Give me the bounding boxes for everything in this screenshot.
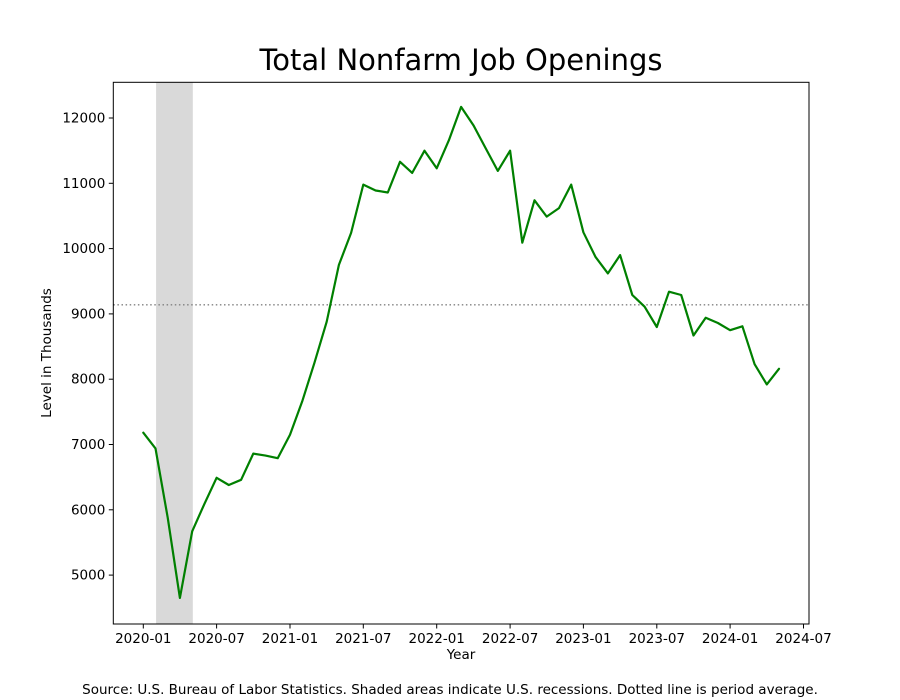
- x-tick-label: 2022-01: [408, 631, 464, 647]
- y-tick-label: 10000: [62, 241, 105, 257]
- y-tick-label: 11000: [62, 176, 105, 192]
- x-tick-label: 2023-01: [555, 631, 611, 647]
- y-axis-label: Level in Thousands: [39, 288, 55, 418]
- x-tick-label: 2023-07: [629, 631, 685, 647]
- y-tick-label: 9000: [71, 306, 105, 322]
- chart-title: Total Nonfarm Job Openings: [259, 43, 663, 77]
- x-axis-label: Year: [446, 647, 476, 663]
- y-tick-label: 7000: [71, 437, 105, 453]
- x-tick-label: 2021-07: [335, 631, 391, 647]
- y-tick-label: 12000: [62, 111, 105, 127]
- x-tick-label: 2020-01: [115, 631, 171, 647]
- x-tick-label: 2020-07: [188, 631, 244, 647]
- y-tick-label: 8000: [71, 372, 105, 388]
- plot-border: [112, 81, 810, 625]
- x-tick-label: 2024-01: [702, 631, 758, 647]
- y-tick-label: 6000: [71, 502, 105, 518]
- x-tick-label: 2022-07: [482, 631, 538, 647]
- recession-band: [156, 82, 193, 625]
- y-tick-label: 5000: [71, 568, 105, 584]
- job-openings-line: [142, 105, 781, 600]
- source-note: Source: U.S. Bureau of Labor Statistics.…: [82, 682, 818, 698]
- x-tick-label: 2024-07: [775, 631, 831, 647]
- x-tick-label: 2021-01: [262, 631, 318, 647]
